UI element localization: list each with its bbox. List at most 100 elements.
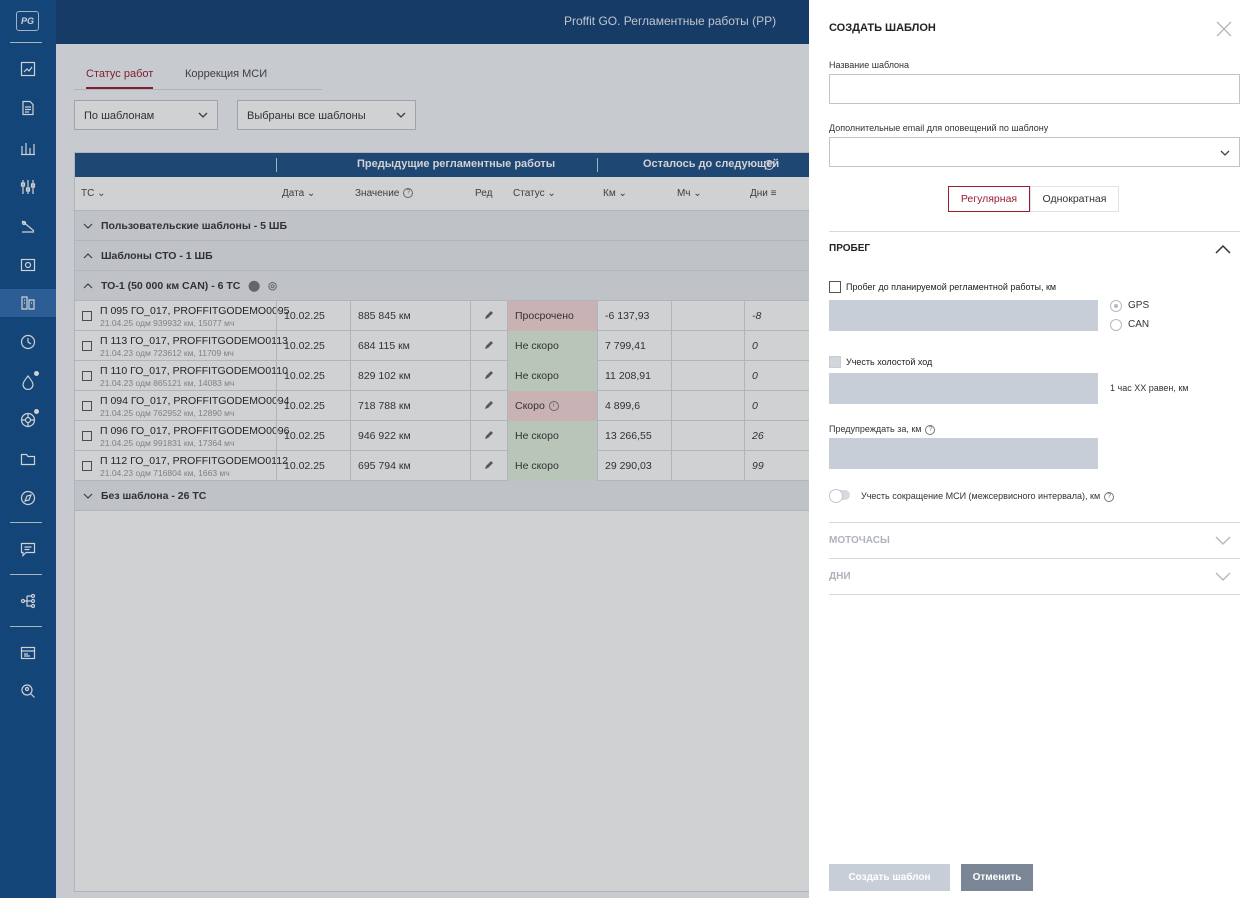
chevron-down-icon[interactable]	[1214, 571, 1232, 583]
edit-pencil-icon[interactable]	[470, 301, 507, 331]
group-label: ТО-1 (50 000 км CAN) - 6 ТС	[101, 280, 241, 292]
analytics-icon[interactable]	[14, 136, 42, 160]
create-template-button[interactable]: Создать шаблон	[829, 864, 950, 891]
edit-pencil-icon[interactable]	[470, 451, 507, 481]
col-status-label: Статус	[513, 188, 545, 199]
tab-msi-correction[interactable]: Коррекция МСИ	[185, 68, 268, 80]
camera-icon[interactable]	[14, 253, 42, 277]
col-days[interactable]: Дни ≡	[750, 188, 777, 199]
table-row[interactable]: П 113 ГО_017, PROFFITGODEMO0113 21.04.23 …	[75, 331, 833, 361]
warn-input[interactable]	[829, 438, 1098, 469]
table-row[interactable]: П 096 ГО_017, PROFFITGODEMO0096 21.04.25 …	[75, 421, 833, 451]
maintenance-icon[interactable]	[14, 291, 42, 315]
col-value[interactable]: Значение?	[355, 188, 414, 199]
sidebar-divider	[10, 626, 42, 627]
chevron-up-icon	[83, 253, 93, 259]
template-name-label: Название шаблона	[829, 60, 910, 70]
table-row[interactable]: П 110 ГО_017, PROFFITGODEMO0110 21.04.23 …	[75, 361, 833, 391]
close-icon[interactable]	[1215, 20, 1233, 38]
divider	[829, 558, 1240, 559]
document-icon[interactable]	[14, 96, 42, 120]
location-pin-icon[interactable]: ⬤	[248, 280, 261, 292]
col-vehicle[interactable]: ТС ⌄	[81, 188, 106, 199]
tire-icon[interactable]	[14, 408, 42, 432]
group-sto-templates[interactable]: Шаблоны СТО - 1 ШБ	[75, 241, 833, 271]
folder-icon[interactable]	[14, 447, 42, 471]
msi-toggle[interactable]	[829, 489, 850, 503]
gps-radio[interactable]	[1110, 300, 1122, 312]
mileage-to-planned-input[interactable]	[829, 300, 1098, 331]
table-row[interactable]: П 112 ГО_017, PROFFITGODEMO0112 21.04.23 …	[75, 451, 833, 481]
status-badge: Не скоро	[515, 340, 559, 352]
col-km[interactable]: Км ⌄	[603, 188, 627, 199]
mileage-section-title[interactable]: ПРОБЕГ	[829, 243, 871, 254]
group-no-template[interactable]: Без шаблона - 26 ТС	[75, 481, 833, 511]
header-separator	[276, 158, 277, 172]
row-checkbox[interactable]	[82, 461, 92, 471]
days-cell: 99	[744, 451, 835, 481]
fuel-icon[interactable]	[14, 370, 42, 394]
row-checkbox[interactable]	[82, 311, 92, 321]
edit-pencil-icon[interactable]	[470, 421, 507, 451]
route-icon[interactable]	[14, 214, 42, 238]
modal-backdrop[interactable]	[0, 0, 809, 898]
info-icon[interactable]: i	[764, 160, 774, 170]
col-mh-label: Мч	[677, 188, 691, 199]
row-checkbox[interactable]	[82, 431, 92, 441]
filter-mode-select[interactable]: По шаблонам	[74, 100, 218, 130]
mh-cell	[671, 331, 744, 361]
email-select[interactable]	[829, 137, 1240, 167]
sidebar-divider	[10, 42, 42, 43]
idle-hint: 1 час ХХ равен, км	[1110, 383, 1189, 393]
main-content: Статус работ Коррекция МСИ По шаблонам В…	[56, 44, 1249, 898]
row-checkbox[interactable]	[82, 401, 92, 411]
edit-pencil-icon[interactable]	[470, 361, 507, 391]
idle-input[interactable]	[829, 373, 1098, 404]
group-user-templates[interactable]: Пользовательские шаблоны - 5 ШБ	[75, 211, 833, 241]
chat-icon[interactable]	[14, 537, 42, 561]
col-date[interactable]: Дата ⌄	[282, 188, 316, 199]
info-icon[interactable]: ?	[925, 424, 936, 435]
row-checkbox[interactable]	[82, 341, 92, 351]
report-icon[interactable]	[14, 641, 42, 665]
type-regular-button[interactable]: Регулярная	[948, 186, 1030, 212]
cancel-button[interactable]: Отменить	[961, 864, 1033, 891]
days-cell: 0	[744, 361, 835, 391]
logo[interactable]: PG	[16, 11, 39, 31]
type-once-button[interactable]: Однократная	[1030, 186, 1119, 212]
chevron-down-icon[interactable]	[1214, 535, 1232, 547]
map-icon[interactable]	[14, 486, 42, 510]
table-row[interactable]: П 095 ГО_017, PROFFITGODEMO0095 21.04.25 …	[75, 301, 833, 331]
motohours-section-title[interactable]: МОТОЧАСЫ	[829, 535, 890, 546]
clock-icon[interactable]	[14, 330, 42, 354]
header-prev-works: Предыдущие регламентные работы	[357, 158, 556, 170]
templates-select[interactable]: Выбраны все шаблоны	[237, 100, 416, 130]
col-km-label: Км	[603, 188, 616, 199]
mileage-to-planned-checkbox[interactable]	[829, 281, 841, 293]
group-to1[interactable]: ТО-1 (50 000 км CAN) - 6 ТС ⬤ ◎	[75, 271, 833, 301]
row-checkbox[interactable]	[82, 371, 92, 381]
days-section-title[interactable]: ДНИ	[829, 571, 851, 582]
idle-checkbox[interactable]	[829, 356, 841, 368]
vehicle-subtitle: 21.04.23 одм 865121 км, 14083 мч	[100, 378, 235, 388]
edit-pencil-icon[interactable]	[470, 331, 507, 361]
sliders-icon[interactable]	[14, 175, 42, 199]
table-row[interactable]: П 094 ГО_017, PROFFITGODEMO0094 21.04.25 …	[75, 391, 833, 421]
info-icon[interactable]: ?	[1104, 491, 1115, 502]
search-user-icon[interactable]	[14, 679, 42, 703]
template-name-input[interactable]	[829, 74, 1240, 104]
msi-label: Учесть сокращение МСИ (межсервисного инт…	[861, 491, 1115, 502]
col-status[interactable]: Статус ⌄	[513, 188, 556, 199]
chart-icon[interactable]	[14, 57, 42, 81]
tab-status[interactable]: Статус работ	[86, 68, 154, 89]
edit-pencil-icon[interactable]	[470, 391, 507, 421]
col-mh[interactable]: Мч ⌄	[677, 188, 702, 199]
can-radio[interactable]	[1110, 319, 1122, 331]
settings-icon[interactable]: ◎	[267, 280, 278, 292]
warn-label: Предупреждать за, км?	[829, 424, 936, 435]
chevron-up-icon[interactable]	[1214, 243, 1232, 255]
info-icon[interactable]: i	[548, 401, 559, 412]
tree-icon[interactable]	[14, 589, 42, 613]
vehicle-name: П 110 ГО_017, PROFFITGODEMO0110	[100, 365, 288, 377]
info-icon[interactable]: ?	[403, 188, 414, 199]
